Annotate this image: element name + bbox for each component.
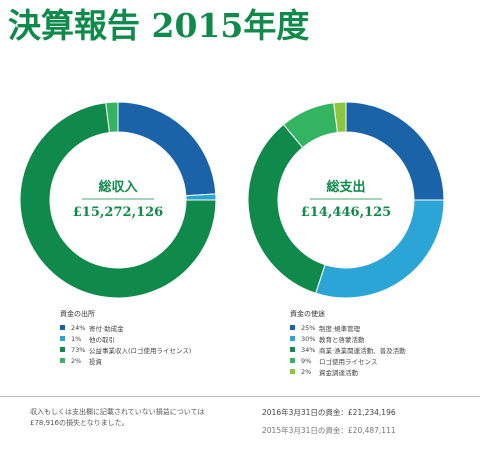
donut-center-value: £15,272,126	[73, 205, 163, 220]
legend-label: 教育と啓蒙活動	[319, 335, 365, 344]
legend-swatch	[290, 336, 295, 341]
legend-label: 投資	[89, 357, 102, 366]
legend-percent: 2%	[301, 367, 312, 376]
legend-swatch	[290, 358, 295, 363]
footer-note: 収入もしくは支出欄に記載されていない損益については£78,916の損失となりまし…	[30, 408, 205, 427]
legend-percent: 2%	[71, 356, 82, 365]
legend-item: 24% 寄付·助成金	[60, 322, 250, 333]
income-legend: 資金の出所 24% 寄付·助成金 1% 他の取引 73% 公益事業収入(ロゴ使用ライセンス…	[60, 308, 250, 366]
income-donut-chart: 総収入 £15,272,126	[19, 101, 217, 299]
expenditure-legend: 資金の使途 25% 制度·規準管理 30% 教育と啓蒙活動 34% 商業·漁業関連活動、普…	[290, 308, 480, 377]
legend-item: 73% 公益事業収入(ロゴ使用ライセンス)	[60, 344, 250, 355]
balance-2016: 2016年3月31日の資金：£21,234,196	[262, 408, 396, 417]
expenditure-donut-chart: 総支出 £14,446,125	[247, 101, 445, 299]
donut-center-label: 総支出	[326, 179, 365, 195]
legend-swatch	[60, 336, 65, 341]
legend-label: 寄付·助成金	[89, 324, 124, 333]
legend-item: 34% 商業·漁業関連活動、普及活動	[290, 344, 480, 355]
legend-label: 資金調達活動	[319, 368, 358, 377]
donut-center-label: 総収入	[98, 179, 137, 195]
footer-divider	[0, 396, 480, 397]
page-title: 決算報告 2015年度	[8, 6, 310, 45]
legend-item: 25% 制度·規準管理	[290, 322, 480, 333]
legend-label: ロゴ使用ライセンス	[319, 357, 378, 366]
donut-slice-4	[105, 101, 119, 134]
legend-swatch	[60, 325, 65, 330]
legend-label: 他の取引	[89, 335, 115, 344]
legend-percent: 34%	[301, 345, 316, 354]
legend-item: 30% 教育と啓蒙活動	[290, 333, 480, 344]
legend-swatch	[290, 347, 295, 352]
legend-percent: 9%	[301, 356, 312, 365]
legend-swatch	[290, 325, 295, 330]
legend-label: 制度·規準管理	[319, 324, 361, 333]
legend-item: 2% 投資	[60, 355, 250, 366]
legend-label: 商業·漁業関連活動、普及活動	[319, 346, 406, 355]
legend-label: 公益事業収入(ロゴ使用ライセンス)	[89, 346, 192, 355]
legend-item: 9% ロゴ使用ライセンス	[290, 355, 480, 366]
legend-item: 1% 他の取引	[60, 333, 250, 344]
legend-percent: 73%	[71, 345, 86, 354]
legend-swatch	[60, 347, 65, 352]
balance-2015: 2015年3月31日の資金：£20,487,111	[262, 426, 396, 435]
legend-title: 資金の使途	[290, 310, 325, 318]
legend-percent: 30%	[301, 334, 316, 343]
legend-swatch	[290, 369, 295, 374]
legend-percent: 1%	[71, 334, 82, 343]
legend-swatch	[60, 358, 65, 363]
legend-percent: 25%	[301, 323, 316, 332]
donut-center-value: £14,446,125	[301, 205, 391, 220]
legend-percent: 24%	[71, 323, 86, 332]
legend-title: 資金の出所	[60, 310, 95, 318]
donut-slice-3	[19, 102, 217, 299]
donut-slice-5	[333, 101, 347, 134]
legend-item: 2% 資金調達活動	[290, 366, 480, 377]
